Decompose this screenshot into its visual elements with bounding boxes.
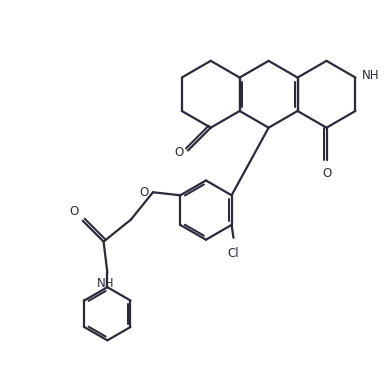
Text: O: O <box>322 167 331 180</box>
Text: O: O <box>69 205 78 218</box>
Text: O: O <box>139 186 148 199</box>
Text: Cl: Cl <box>228 247 239 259</box>
Text: NH: NH <box>97 276 114 290</box>
Text: O: O <box>174 146 183 159</box>
Text: NH: NH <box>362 69 380 82</box>
